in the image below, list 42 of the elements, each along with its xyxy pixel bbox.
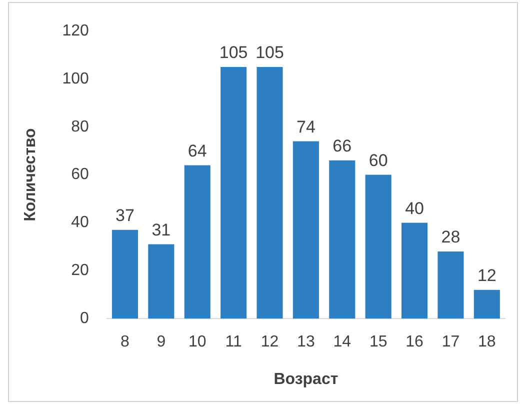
bar xyxy=(184,165,210,319)
data-label: 105 xyxy=(256,43,284,62)
data-label: 105 xyxy=(219,43,248,62)
data-label: 37 xyxy=(116,206,134,226)
bar xyxy=(401,222,428,319)
bar xyxy=(112,230,138,319)
data-label: 66 xyxy=(332,136,352,156)
x-tick-label: 11 xyxy=(225,334,242,351)
bar xyxy=(474,290,500,319)
x-tick-label: 15 xyxy=(369,334,388,351)
bar xyxy=(256,66,283,319)
data-label: 74 xyxy=(296,117,316,136)
bar xyxy=(220,66,247,319)
bar xyxy=(365,174,392,319)
bar xyxy=(438,251,464,319)
y-tick-label: 60 xyxy=(71,166,89,184)
data-label: 64 xyxy=(188,141,207,160)
data-label: 40 xyxy=(405,198,424,218)
data-label: 60 xyxy=(368,150,388,170)
x-tick-label: 12 xyxy=(260,334,279,351)
x-tick-label: 9 xyxy=(156,334,166,351)
x-tick-label: 14 xyxy=(333,334,352,351)
y-tick-label: 0 xyxy=(80,310,89,328)
y-tick-label: 120 xyxy=(62,22,89,40)
y-tick-label: 80 xyxy=(71,118,89,136)
data-label: 31 xyxy=(152,220,171,240)
x-tick-label: 13 xyxy=(297,334,315,351)
y-tick-label: 20 xyxy=(71,262,89,280)
y-axis-title: Количество xyxy=(22,128,40,222)
y-tick-label: 40 xyxy=(71,214,89,232)
x-tick-label: 18 xyxy=(478,334,496,351)
x-tick-label: 10 xyxy=(188,334,206,351)
x-tick-label: 8 xyxy=(120,334,130,351)
bar xyxy=(329,160,356,319)
y-tick-label: 100 xyxy=(62,70,89,88)
x-tick-label: 16 xyxy=(406,334,424,351)
data-label: 12 xyxy=(477,266,496,286)
x-axis-title: Возраст xyxy=(274,370,338,388)
x-tick-label: 17 xyxy=(442,334,460,351)
bar xyxy=(292,141,319,319)
bar xyxy=(148,244,174,319)
data-label: 28 xyxy=(441,228,460,247)
